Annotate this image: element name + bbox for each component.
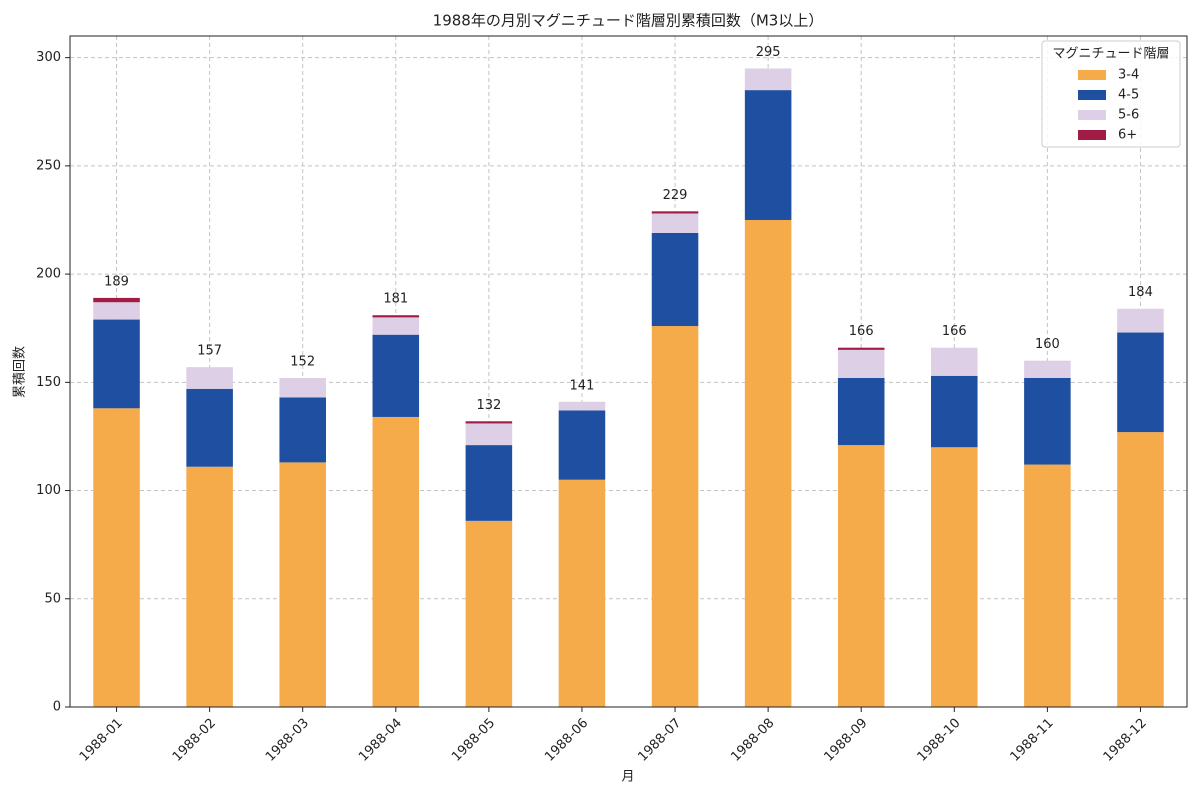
bar-segment: [837, 349, 885, 378]
bar-segment: [186, 367, 233, 389]
total-label: 189: [104, 274, 129, 289]
y-tick-label: 200: [36, 267, 61, 282]
total-label: 152: [290, 354, 315, 369]
y-tick-label: 150: [36, 375, 61, 390]
total-label: 141: [570, 378, 595, 393]
bar-segment: [1117, 432, 1164, 707]
legend-box: [1041, 40, 1181, 148]
bar-segment: [186, 466, 233, 707]
bar-segment: [93, 408, 140, 707]
legend-label: 4-5: [1118, 88, 1139, 103]
legend-swatch: [1078, 70, 1106, 80]
bar-segment: [372, 315, 420, 318]
bar-segment: [465, 520, 513, 707]
chart-title: 1988年の月別マグニチュード階層別累積回数（M3以上）: [433, 12, 824, 30]
bar-segment: [93, 302, 140, 320]
bar-segment: [186, 388, 233, 467]
total-label: 157: [197, 344, 222, 359]
bar-segment: [651, 232, 699, 327]
bar-segment: [931, 447, 978, 707]
bar-segment: [279, 397, 326, 463]
bar-segment: [837, 347, 885, 350]
bar-segment: [465, 445, 513, 521]
bar-segment: [837, 377, 885, 446]
y-tick-label: 50: [44, 591, 61, 606]
legend-swatch: [1078, 130, 1106, 140]
x-axis-label: 月: [621, 770, 634, 785]
bar-segment: [1024, 464, 1071, 707]
total-label: 132: [476, 398, 501, 413]
bar-segment: [372, 334, 420, 417]
bar-segment: [558, 479, 606, 707]
bar-segment: [465, 421, 513, 424]
y-tick-label: 0: [53, 700, 61, 715]
legend-swatch: [1078, 110, 1106, 120]
bar-segment: [1117, 332, 1164, 433]
bar-segment: [931, 375, 978, 448]
bar-segment: [465, 423, 513, 446]
total-label: 295: [756, 45, 781, 60]
bar-segment: [1117, 308, 1164, 333]
bar-segment: [558, 410, 606, 480]
y-axis-label: 累積回数: [13, 346, 28, 398]
total-label: 184: [1128, 285, 1153, 300]
bar-segment: [279, 377, 326, 398]
bar-segment: [558, 401, 606, 411]
legend-label: 3-4: [1118, 68, 1139, 83]
bar-segment: [651, 213, 699, 233]
y-tick-label: 250: [36, 158, 61, 173]
total-label: 160: [1035, 337, 1060, 352]
bar-segment: [93, 319, 140, 409]
total-label: 181: [383, 292, 408, 307]
bar-segment: [744, 219, 792, 707]
bar-segment: [651, 326, 699, 707]
total-label: 166: [849, 324, 874, 339]
bar-segment: [372, 317, 420, 335]
plot-frame: [69, 35, 1188, 708]
total-label: 229: [663, 188, 688, 203]
bar-segment: [1024, 360, 1071, 378]
y-tick-label: 100: [36, 483, 61, 498]
legend-swatch: [1078, 90, 1106, 100]
bar-segment: [931, 347, 978, 376]
legend-label: 5-6: [1118, 108, 1139, 123]
legend-label: 6+: [1118, 128, 1137, 143]
legend-title: マグニチュード階層: [1052, 47, 1169, 62]
y-tick-label: 300: [36, 50, 61, 65]
bar-segment: [93, 297, 140, 303]
bar-segment: [837, 445, 885, 707]
bar-segment: [372, 416, 420, 707]
bar-segment: [651, 211, 699, 214]
bar-segment: [1024, 377, 1071, 465]
bar-segment: [744, 68, 792, 91]
total-label: 166: [942, 324, 967, 339]
bar-segment: [744, 90, 792, 220]
bar-segment: [279, 462, 326, 707]
